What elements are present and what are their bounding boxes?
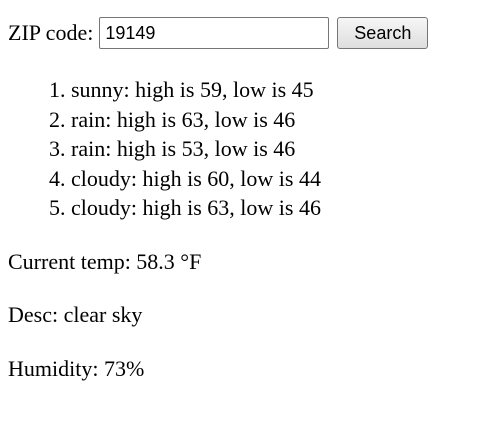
humidity-text: Humidity: 73% bbox=[8, 356, 145, 381]
zip-code-label: ZIP code: bbox=[8, 20, 94, 45]
weather-description-text: Desc: clear sky bbox=[8, 302, 143, 327]
forecast-item: rain: high is 53, low is 46 bbox=[71, 134, 321, 164]
current-temp-text: Current temp: 58.3 °F bbox=[8, 249, 202, 274]
forecast-item: cloudy: high is 60, low is 44 bbox=[71, 164, 321, 194]
zip-search-row: ZIP code: Search bbox=[8, 16, 429, 50]
forecast-item: cloudy: high is 63, low is 46 bbox=[71, 193, 321, 223]
forecast-list: sunny: high is 59, low is 45 rain: high … bbox=[8, 75, 321, 223]
forecast-item: sunny: high is 59, low is 45 bbox=[71, 75, 321, 105]
zip-code-input[interactable] bbox=[99, 17, 330, 49]
forecast-item: rain: high is 63, low is 46 bbox=[71, 105, 321, 135]
search-button[interactable]: Search bbox=[337, 17, 429, 49]
